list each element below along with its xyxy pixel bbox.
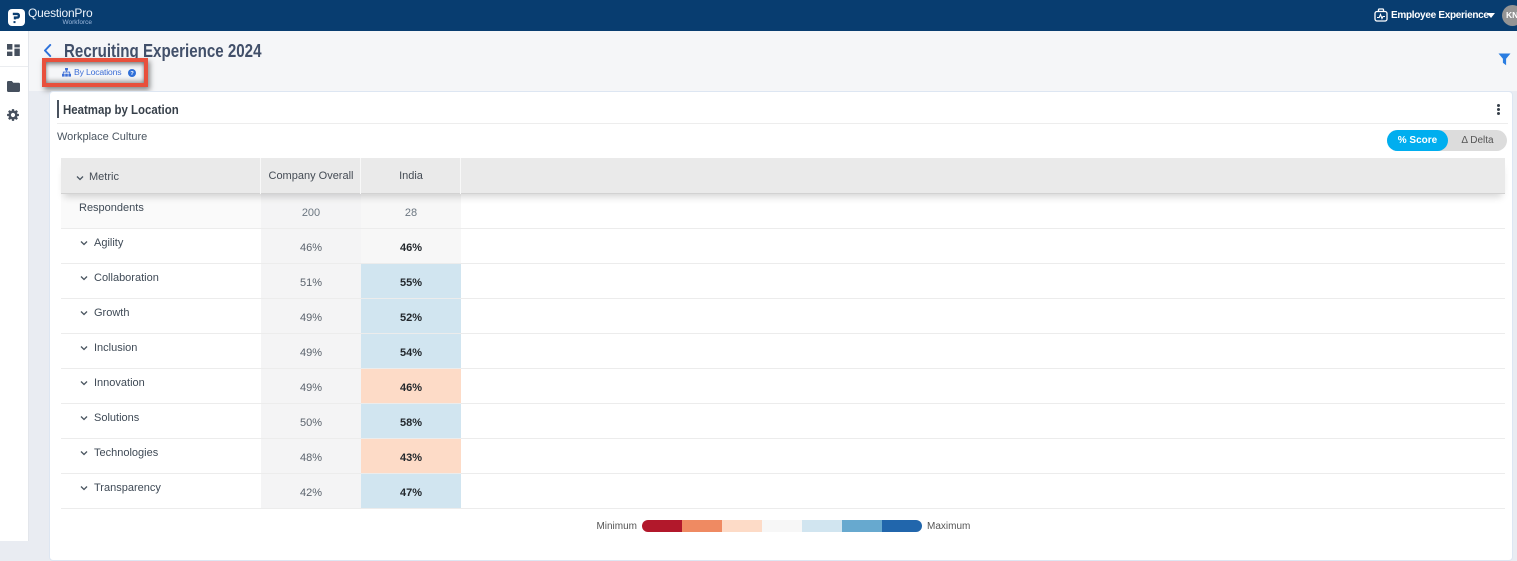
- svg-text:?: ?: [130, 70, 134, 76]
